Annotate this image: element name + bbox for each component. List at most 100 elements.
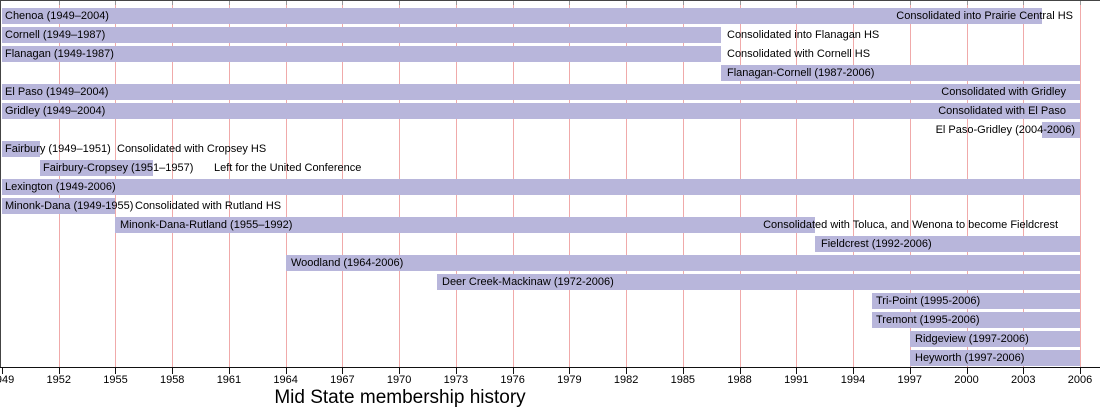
top-tick bbox=[1080, 1, 1081, 5]
note-gridley: Consolidated with El Paso bbox=[938, 105, 1066, 117]
top-tick bbox=[58, 1, 60, 5]
bar-label-fairbury-cropsey: Fairbury-Cropsey (1951–1957) bbox=[43, 162, 194, 174]
top-tick bbox=[626, 1, 628, 5]
axis-tick bbox=[1080, 368, 1081, 374]
axis-tick bbox=[2, 368, 3, 374]
axis-tick bbox=[682, 368, 684, 374]
timeline-bar-tri-point bbox=[871, 293, 1080, 309]
timeline-bar-fairbury bbox=[2, 141, 40, 157]
timeline-bar-lexington bbox=[2, 179, 1080, 195]
axis-tick-label: 1952 bbox=[46, 374, 71, 386]
axis-tick bbox=[58, 368, 60, 374]
timeline-bar-chenoa bbox=[2, 8, 1043, 24]
bar-label-ridgeview: Ridgeview (1997-2006) bbox=[915, 333, 1029, 345]
plot-top-border bbox=[0, 0, 1100, 1]
note-fairbury: Consolidated with Cropsey HS bbox=[117, 143, 267, 155]
axis-tick bbox=[172, 368, 174, 374]
x-axis-line bbox=[0, 367, 1100, 368]
bar-label-fairbury: Fairbury (1949–1951) bbox=[5, 143, 111, 155]
note-fairbury-cropsey: Left for the United Conference bbox=[214, 162, 362, 174]
bar-label-tremont: Tremont (1995-2006) bbox=[876, 314, 980, 326]
bar-label-cornell: Cornell (1949–1987) bbox=[5, 29, 106, 41]
axis-tick-label: 1973 bbox=[443, 374, 469, 386]
top-tick bbox=[455, 1, 457, 5]
axis-tick-label: 1970 bbox=[386, 374, 412, 386]
note-el-paso: Consolidated with Gridley bbox=[941, 86, 1066, 98]
bar-label-tri-point: Tri-Point (1995-2006) bbox=[876, 295, 981, 307]
axis-tick-label: 2003 bbox=[1011, 374, 1036, 386]
top-tick bbox=[1023, 1, 1025, 5]
top-tick bbox=[115, 1, 117, 5]
bar-label-woodland: Woodland (1964-2006) bbox=[291, 257, 404, 269]
axis-tick-label: 1949 bbox=[0, 374, 15, 386]
top-tick bbox=[512, 1, 514, 5]
axis-tick-label: 1955 bbox=[103, 374, 128, 386]
axis-tick bbox=[342, 368, 344, 374]
timeline-bar-woodland bbox=[285, 255, 1080, 271]
timeline-bar-flanagan bbox=[2, 46, 721, 62]
axis-tick bbox=[626, 368, 628, 374]
axis-tick bbox=[512, 368, 514, 374]
timeline-bar-heyworth bbox=[909, 350, 1080, 366]
top-tick bbox=[172, 1, 174, 5]
timeline-bar-el-paso bbox=[2, 84, 1080, 100]
axis-tick bbox=[115, 368, 117, 374]
axis-tick-label: 1988 bbox=[727, 374, 752, 386]
axis-tick bbox=[739, 368, 741, 374]
bar-label-el-paso: El Paso (1949–2004) bbox=[5, 86, 109, 98]
bar-label-flanagan: Flanagan (1949-1987) bbox=[5, 48, 114, 60]
timeline-bar-cornell bbox=[2, 27, 721, 43]
top-tick bbox=[342, 1, 344, 5]
axis-tick-label: 1991 bbox=[784, 374, 809, 386]
timeline-bar-minonk-dana-rutland bbox=[115, 217, 816, 233]
axis-tick-label: 1985 bbox=[670, 374, 696, 386]
timeline-bar-flanagan-cornell bbox=[720, 65, 1080, 81]
note-chenoa: Consolidated into Prairie Central HS bbox=[896, 10, 1073, 22]
axis-tick-label: 1958 bbox=[159, 374, 185, 386]
top-tick bbox=[569, 1, 571, 5]
axis-tick-label: 1997 bbox=[897, 374, 923, 386]
axis-tick-label: 1994 bbox=[840, 374, 866, 386]
timeline-bar-ridgeview bbox=[909, 331, 1080, 347]
bar-label-lexington: Lexington (1949-2006) bbox=[5, 181, 116, 193]
bar-label-fieldcrest: Fieldcrest (1992-2006) bbox=[821, 238, 932, 250]
bar-label-minonk-dana: Minonk-Dana (1949-1955) bbox=[5, 200, 134, 212]
axis-tick bbox=[228, 368, 230, 374]
timeline-bar-tremont bbox=[871, 312, 1080, 328]
axis-tick-label: 1967 bbox=[330, 374, 355, 386]
axis-tick bbox=[285, 368, 287, 374]
note-cornell: Consolidated into Flanagan HS bbox=[727, 29, 880, 41]
note-flanagan: Consolidated with Cornell HS bbox=[727, 48, 871, 60]
bar-label-minonk-dana-rutland: Minonk-Dana-Rutland (1955–1992) bbox=[120, 219, 293, 231]
timeline-bar-gridley bbox=[2, 103, 1080, 119]
axis-tick bbox=[966, 368, 968, 374]
timeline-bar-deer-creek-mackinaw bbox=[436, 274, 1080, 290]
top-tick bbox=[682, 1, 684, 5]
axis-tick bbox=[569, 368, 571, 374]
axis-tick-label: 2006 bbox=[1067, 374, 1093, 386]
bar-label-flanagan-cornell: Flanagan-Cornell (1987-2006) bbox=[727, 67, 875, 79]
bar-label-el-paso-gridley: El Paso-Gridley (2004-2006) bbox=[935, 124, 1075, 136]
bar-label-chenoa: Chenoa (1949–2004) bbox=[5, 10, 109, 22]
top-tick bbox=[966, 1, 968, 5]
bar-label-gridley: Gridley (1949–2004) bbox=[5, 105, 106, 117]
axis-tick bbox=[796, 368, 798, 374]
axis-tick-label: 1964 bbox=[273, 374, 298, 386]
axis-tick bbox=[853, 368, 855, 374]
gridline bbox=[1080, 1, 1081, 367]
axis-tick bbox=[1023, 368, 1025, 374]
axis-tick bbox=[455, 368, 457, 374]
chart-title: Mid State membership history bbox=[274, 387, 526, 408]
bar-label-deer-creek-mackinaw: Deer Creek-Mackinaw (1972-2006) bbox=[442, 276, 614, 288]
timeline-bar-el-paso-gridley bbox=[1042, 122, 1080, 138]
top-tick bbox=[853, 1, 855, 5]
axis-tick-label: 2000 bbox=[954, 374, 979, 386]
axis-tick-label: 1979 bbox=[557, 374, 582, 386]
axis-tick-label: 1982 bbox=[613, 374, 639, 386]
bar-label-heyworth: Heyworth (1997-2006) bbox=[915, 352, 1025, 364]
top-tick bbox=[796, 1, 798, 5]
top-tick bbox=[285, 1, 287, 5]
timeline-bar-fairbury-cropsey bbox=[39, 160, 154, 176]
timeline-bar-minonk-dana bbox=[2, 198, 116, 214]
